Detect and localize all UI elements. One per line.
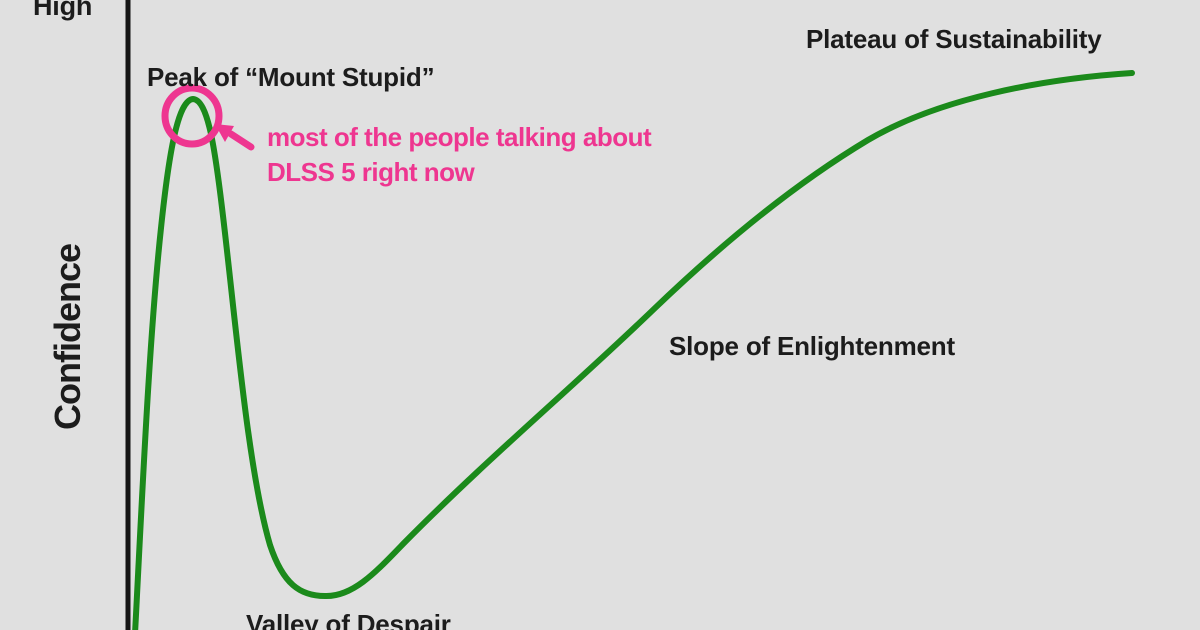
pink-annotation: most of the people talking about DLSS 5 … [267, 120, 652, 190]
hype-curve-line [132, 70, 1135, 630]
y-axis-high-label: High [33, 0, 93, 21]
peak-highlight-circle [161, 84, 223, 148]
y-axis-label: Confidence [47, 244, 88, 431]
valley-label: Valley of Despair [246, 609, 451, 630]
plateau-label: Plateau of Sustainability [806, 24, 1102, 54]
annotation-line-1: most of the people talking about [267, 122, 652, 152]
slope-label: Slope of Enlightenment [669, 331, 955, 361]
annotation-line-2: DLSS 5 right now [267, 157, 475, 187]
annotation-arrow-icon [215, 124, 255, 151]
peak-label: Peak of “Mount Stupid” [147, 62, 435, 92]
